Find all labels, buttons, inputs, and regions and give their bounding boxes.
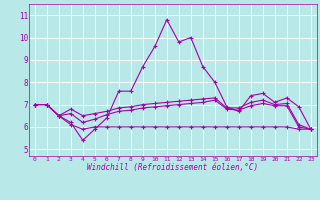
X-axis label: Windchill (Refroidissement éolien,°C): Windchill (Refroidissement éolien,°C) xyxy=(87,163,258,172)
